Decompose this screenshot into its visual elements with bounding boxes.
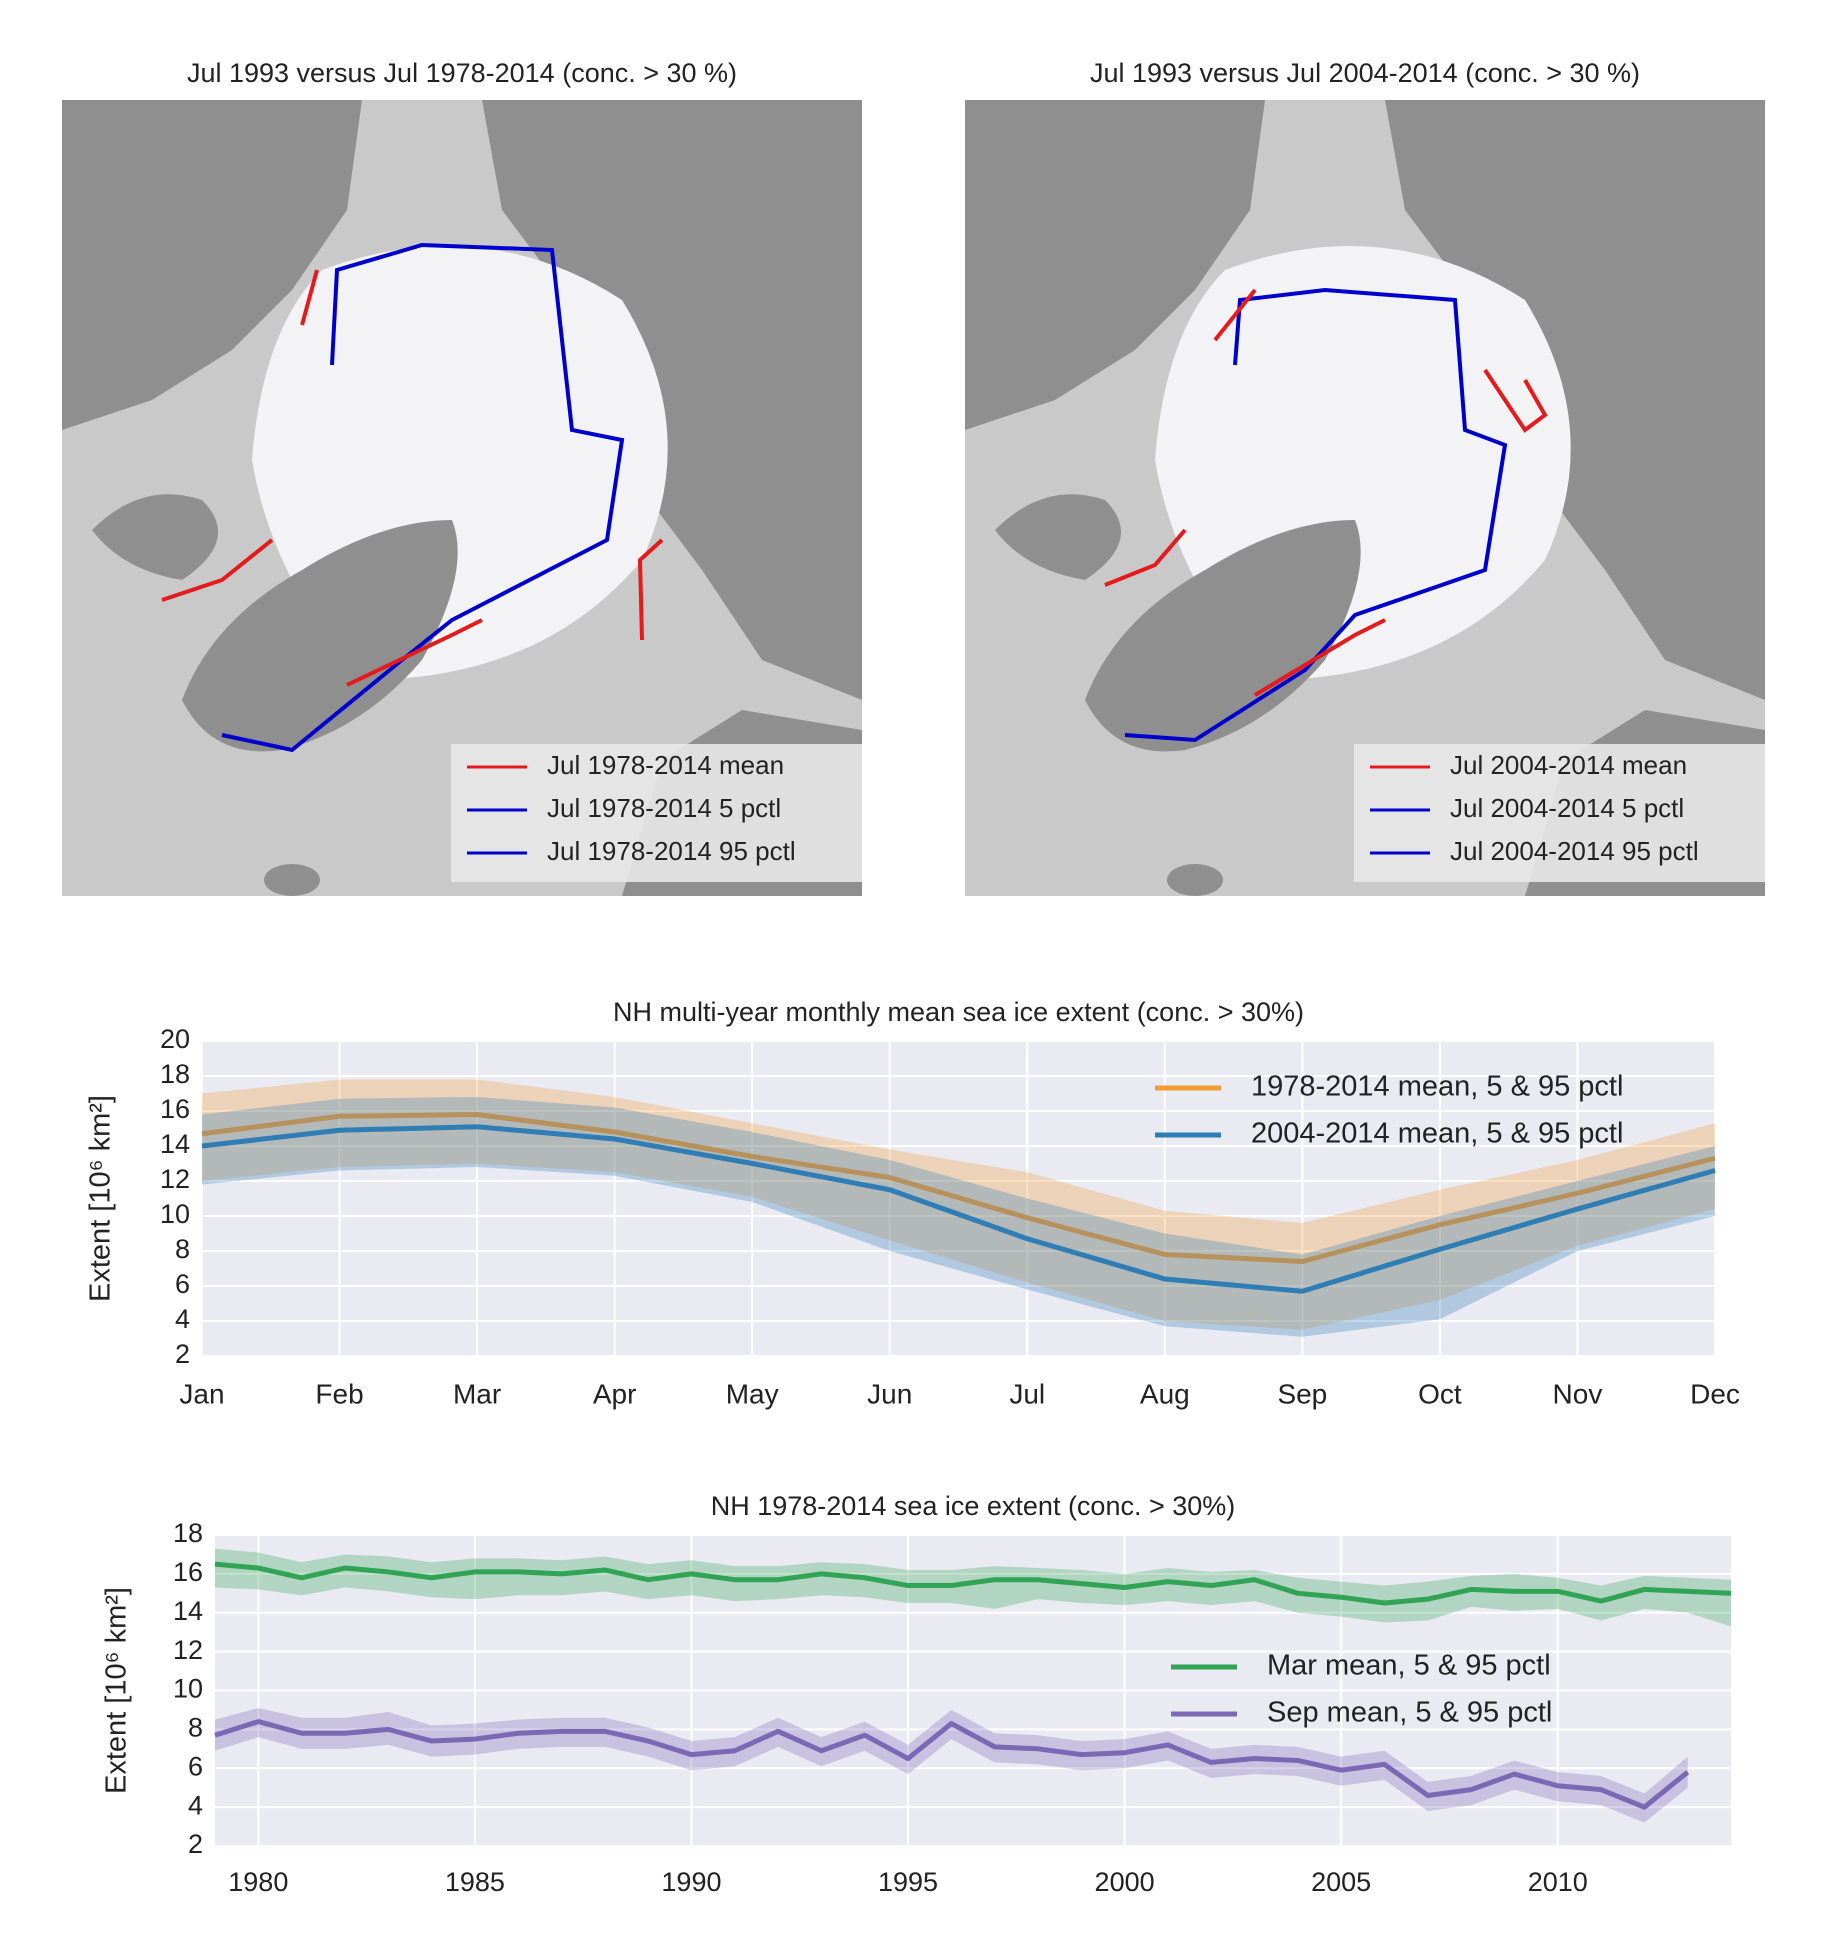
x-tick-label: 1985 <box>445 1867 505 1897</box>
x-tick-label: Jul <box>1009 1378 1045 1409</box>
legend-label: 2004-2014 mean, 5 & 95 pctl <box>1251 1118 1623 1150</box>
y-axis-label: Extent [10⁶ km²] <box>101 1587 133 1794</box>
x-tick-label: Feb <box>315 1378 363 1409</box>
x-tick-label: Nov <box>1553 1378 1603 1409</box>
band <box>202 1079 1715 1330</box>
y-axis-label: Extent [10⁶ km²] <box>85 1095 117 1302</box>
legend-label: Mar mean, 5 & 95 pctl <box>1267 1650 1551 1682</box>
map-title: Jul 1993 versus Jul 1978-2014 (conc. > 3… <box>187 58 737 88</box>
x-tick-label: 2010 <box>1528 1867 1588 1897</box>
x-tick-label: Aug <box>1140 1378 1190 1409</box>
legend-label: Jul 1978-2014 mean <box>547 750 784 780</box>
y-tick-label: 18 <box>173 1518 203 1548</box>
y-tick-label: 4 <box>175 1304 190 1334</box>
map: Jul 1978-2014 mean Jul 1978-2014 5 pctl Ju… <box>62 100 862 896</box>
y-tick-label: 14 <box>160 1129 190 1159</box>
chart-title: NH multi-year monthly mean sea ice exten… <box>613 997 1304 1027</box>
legend-label: Jul 1978-2014 5 pctl <box>547 793 781 823</box>
y-tick-label: 10 <box>160 1199 190 1229</box>
map: Jul 2004-2014 mean Jul 2004-2014 5 pctl Ju… <box>965 100 1765 896</box>
legend-label: Jul 2004-2014 5 pctl <box>1450 793 1684 823</box>
line <box>214 1719 1690 1810</box>
y-tick-label: 6 <box>188 1751 203 1781</box>
x-tick-label: 1995 <box>878 1867 938 1897</box>
legend-label: Sep mean, 5 & 95 pctl <box>1267 1697 1552 1729</box>
y-tick-label: 2 <box>188 1829 203 1859</box>
y-tick-label: 14 <box>173 1596 203 1626</box>
legend: Jul 1978-2014 mean Jul 1978-2014 5 pctl Ju… <box>451 744 862 882</box>
chart: NH 1978-2014 sea ice extent (conc. > 30%… <box>101 1491 1732 1897</box>
x-tick-label: Oct <box>1418 1378 1462 1409</box>
y-tick-label: 20 <box>160 1024 190 1054</box>
y-tick-label: 10 <box>173 1674 203 1704</box>
band <box>215 1707 1688 1823</box>
y-tick-label: 4 <box>188 1790 203 1820</box>
band <box>215 1548 1731 1627</box>
line <box>214 1561 1732 1606</box>
y-tick-label: 12 <box>173 1635 203 1665</box>
legend-label: Jul 2004-2014 95 pctl <box>1450 836 1699 866</box>
y-tick-label: 2 <box>175 1339 190 1369</box>
map-title: Jul 1993 versus Jul 2004-2014 (conc. > 3… <box>1090 58 1640 88</box>
y-tick-label: 18 <box>160 1059 190 1089</box>
y-tick-label: 16 <box>173 1557 203 1587</box>
legend-label: 1978-2014 mean, 5 & 95 pctl <box>1251 1071 1623 1103</box>
x-tick-label: Jan <box>179 1378 224 1409</box>
legend-label: Jul 2004-2014 mean <box>1450 750 1687 780</box>
x-tick-label: 1980 <box>228 1867 288 1897</box>
x-tick-label: 2000 <box>1095 1867 1155 1897</box>
line <box>201 1124 1716 1294</box>
x-tick-label: Sep <box>1277 1378 1327 1409</box>
y-tick-label: 8 <box>175 1234 190 1264</box>
y-tick-label: 12 <box>160 1164 190 1194</box>
y-tick-label: 16 <box>160 1094 190 1124</box>
x-tick-label: Mar <box>453 1378 501 1409</box>
x-tick-label: Jun <box>867 1378 912 1409</box>
chart: NH multi-year monthly mean sea ice exten… <box>85 997 1740 1409</box>
x-tick-label: 2005 <box>1311 1867 1371 1897</box>
y-tick-label: 8 <box>188 1713 203 1743</box>
legend: Jul 2004-2014 mean Jul 2004-2014 5 pctl Ju… <box>1354 744 1765 882</box>
x-tick-label: Dec <box>1690 1378 1740 1409</box>
y-tick-label: 6 <box>175 1269 190 1299</box>
legend-label: Jul 1978-2014 95 pctl <box>547 836 796 866</box>
x-tick-label: 1990 <box>661 1867 721 1897</box>
line <box>201 1112 1716 1264</box>
x-tick-label: May <box>726 1378 779 1409</box>
chart-title: NH 1978-2014 sea ice extent (conc. > 30%… <box>711 1491 1236 1521</box>
x-tick-label: Apr <box>593 1378 637 1409</box>
